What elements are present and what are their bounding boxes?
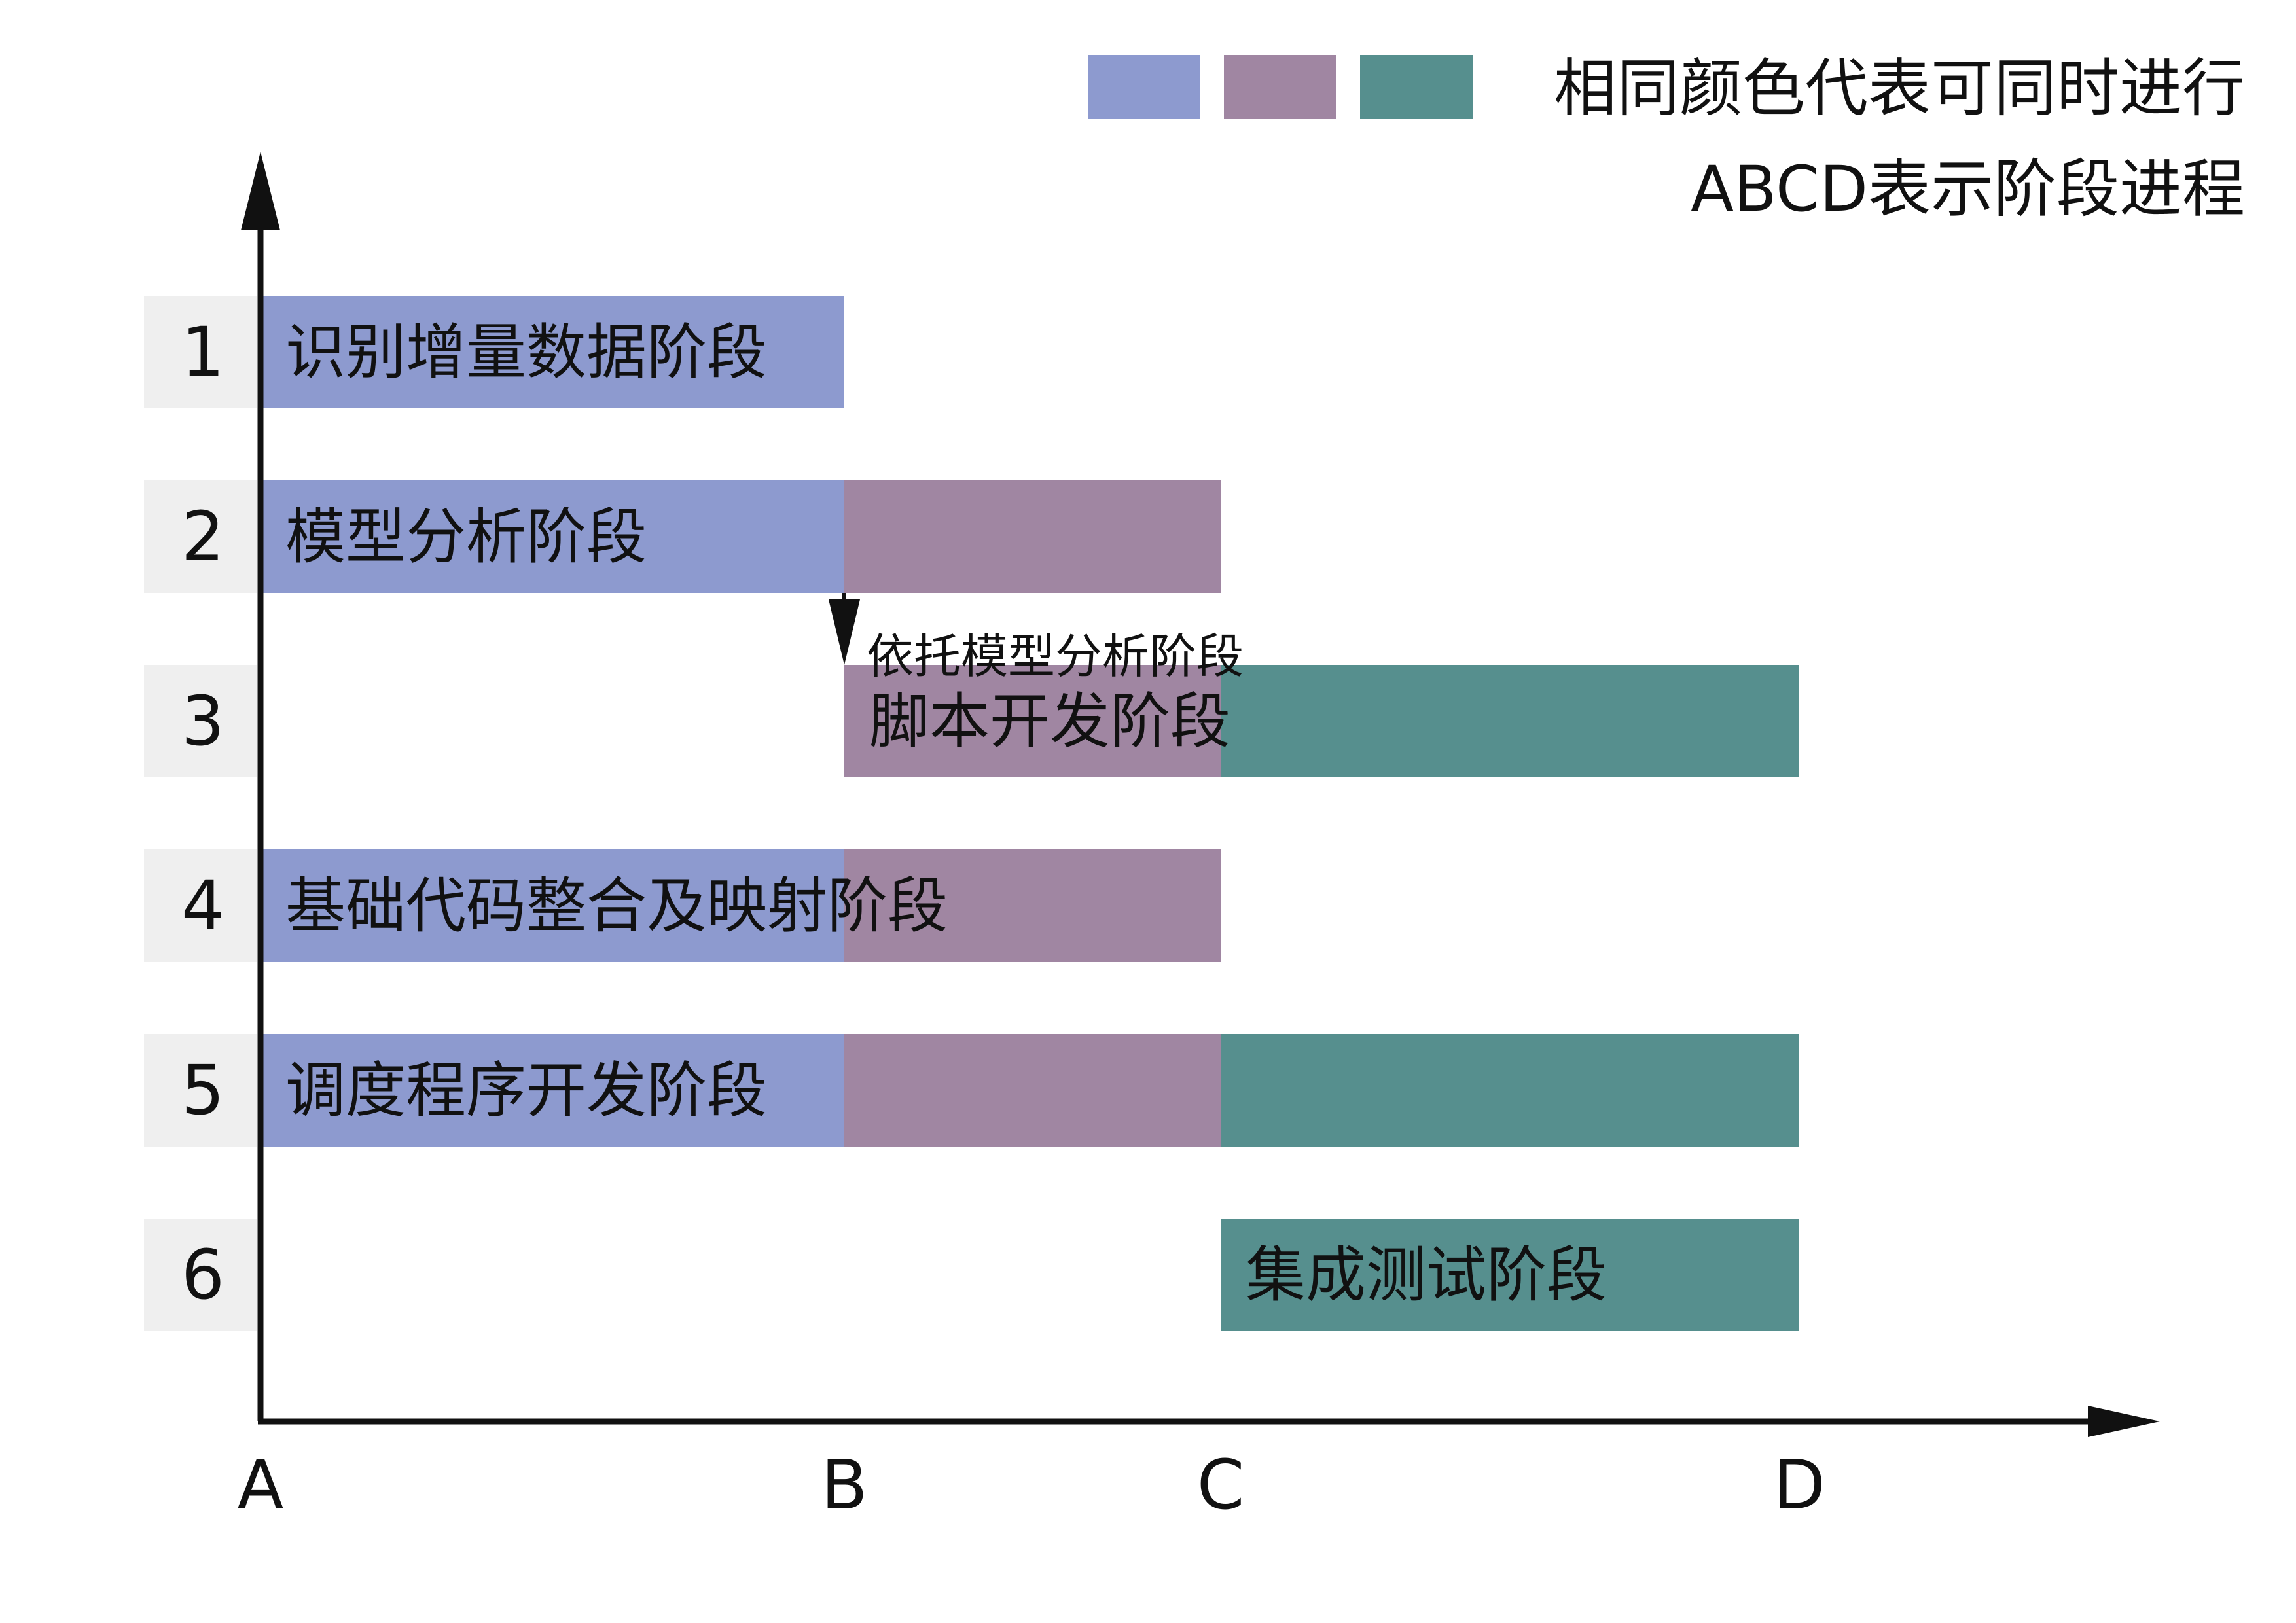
legend-swatch [1224,55,1336,119]
x-tick-label: A [237,1445,283,1525]
row-number-badge [144,1219,257,1331]
legend-swatch [1088,55,1200,119]
x-ticks-layer: A B C D [237,1445,1825,1525]
bar-label: 基础代码整合及映射阶段 [285,871,948,941]
gantt-bar-segment [844,1034,1221,1147]
gantt-bar-segment [260,296,844,408]
row-number-badge [144,296,257,408]
bar-label: 识别增量数据阶段 [285,317,767,387]
row-labels-layer: 1 识别增量数据阶段 2 模型分析阶段 3 脚本开发阶段 4 基础代码整合及映射阶段 5 调度程序… [144,296,1607,1331]
bar-label: 脚本开发阶段 [869,687,1230,757]
row-number: 3 [181,681,224,761]
gantt-bar-segment [1221,1219,1799,1331]
legend-text-line: ABCD表示阶段进程 [1691,152,2245,226]
y-axis-arrowhead [241,152,280,230]
dependency-arrow-head [829,599,860,665]
row-number: 1 [181,312,224,392]
dependency-annotation: 依托模型分析阶段 [867,629,1244,684]
bar-label: 集成测试阶段 [1246,1240,1607,1310]
gantt-bar-segment [844,480,1221,593]
bars-layer [260,296,1799,1331]
row-number: 4 [181,866,224,946]
row-number: 5 [181,1050,224,1130]
gantt-bar-segment [1221,665,1799,777]
gantt-bar-segment [1221,1034,1799,1147]
gantt-bar-segment [260,480,844,593]
bar-label: 模型分析阶段 [285,502,647,572]
x-tick-label: B [821,1445,867,1525]
x-axis-arrowhead [2088,1406,2160,1437]
gantt-bar-segment [844,665,1221,777]
gantt-bar-segment [844,849,1221,962]
row-number: 6 [181,1235,224,1315]
row-number-badge [144,1034,257,1147]
x-tick-label: C [1197,1445,1245,1525]
legend-text-line: 相同颜色代表可同时进行 [1554,52,2245,125]
legend: 相同颜色代表可同时进行 ABCD表示阶段进程 [1088,52,2245,226]
bar-label: 调度程序开发阶段 [285,1056,767,1126]
row-number-badge [144,480,257,593]
row-number-badge [144,665,257,777]
row-number-badge [144,849,257,962]
row-number: 2 [181,497,224,577]
legend-swatch [1360,55,1473,119]
x-tick-label: D [1773,1445,1825,1525]
gantt-bar-segment [260,1034,844,1147]
annotation-layer: 依托模型分析阶段 [829,593,1244,684]
gantt-bar-segment [260,849,844,962]
axes-layer [241,152,2160,1437]
